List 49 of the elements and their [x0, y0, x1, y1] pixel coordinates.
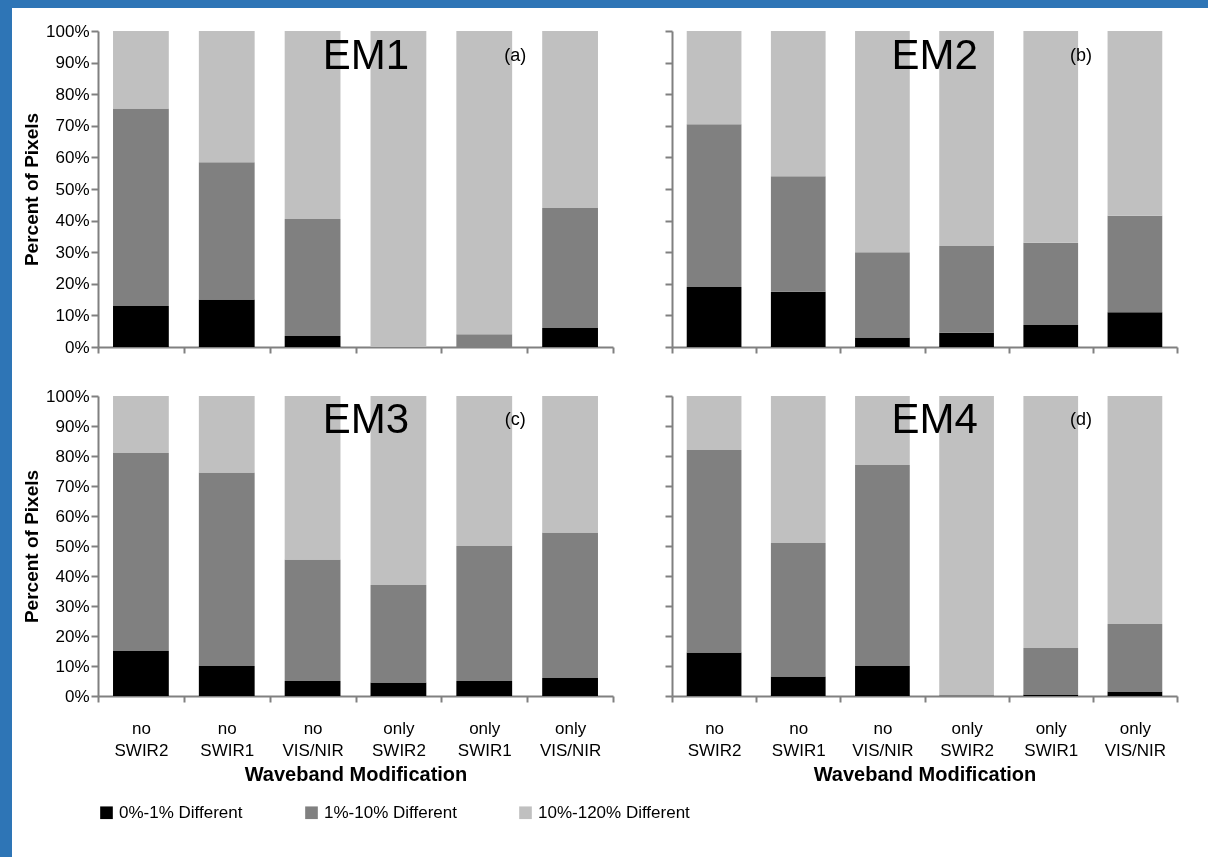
y-tick-label: 40%	[55, 566, 90, 586]
y-tick-label: 50%	[55, 536, 90, 556]
legend-label: 0%-1% Different	[119, 802, 243, 822]
y-tick-label: 10%	[55, 656, 90, 676]
x-tick-label: only SWIR2	[940, 718, 995, 760]
y-tick-label: 60%	[55, 506, 90, 526]
y-tick-label: 20%	[55, 274, 90, 294]
annotation: (d)	[1070, 409, 1093, 429]
y-tick-label: 90%	[55, 53, 90, 73]
y-axis-title: Percent of Pixels	[21, 469, 43, 624]
x-tick-label: no SWIR1	[200, 718, 255, 760]
y-tick-label: 70%	[55, 116, 90, 136]
y-tick-label: 0%	[64, 337, 90, 357]
chart-title: EM3	[322, 395, 409, 442]
y-tick-label: 50%	[55, 179, 90, 199]
y-tick-label: 30%	[55, 596, 90, 616]
x-tick-label: only SWIR2	[371, 718, 426, 760]
y-tick-label: 100%	[46, 386, 90, 406]
chart-title: EM4	[891, 395, 978, 442]
x-axis-title: Waveband Modification	[244, 762, 468, 785]
y-tick-label: 90%	[55, 416, 90, 436]
x-tick-label: only SWIR1	[1024, 718, 1079, 760]
y-tick-label: 60%	[55, 147, 90, 167]
chart-title: EM2	[891, 31, 978, 79]
y-tick-label: 40%	[55, 211, 90, 231]
annotation: (b)	[1070, 45, 1093, 66]
y-tick-label: 0%	[64, 686, 90, 706]
x-tick-label: no SWIR2	[114, 718, 169, 760]
y-tick-label: 80%	[55, 84, 90, 104]
legend-label: 1%-10% Different	[324, 802, 458, 822]
x-tick-label: no SWIR2	[687, 718, 742, 760]
x-tick-label: no VIS/NIR	[282, 718, 344, 760]
legend-label: 10%-120% Different	[538, 802, 691, 822]
x-tick-label: only VIS/NIR	[1104, 718, 1167, 760]
y-tick-label: 10%	[55, 305, 90, 325]
x-tick-label: only SWIR1	[457, 718, 512, 760]
x-tick-label: only VIS/NIR	[539, 718, 602, 760]
annotation: (a)	[504, 45, 527, 66]
chart-title: EM1	[322, 31, 409, 79]
y-tick-label: 80%	[55, 446, 90, 466]
x-tick-label: no SWIR1	[771, 718, 826, 760]
x-tick-label: no VIS/NIR	[852, 718, 914, 760]
y-tick-label: 30%	[55, 242, 90, 262]
y-tick-label: 70%	[55, 476, 90, 496]
y-tick-label: 20%	[55, 626, 90, 646]
y-tick-label: 100%	[46, 21, 90, 41]
y-axis-title: Percent of Pixels	[21, 112, 43, 267]
x-axis-title: Waveband Modification	[813, 762, 1037, 785]
annotation: (c)	[504, 409, 526, 429]
